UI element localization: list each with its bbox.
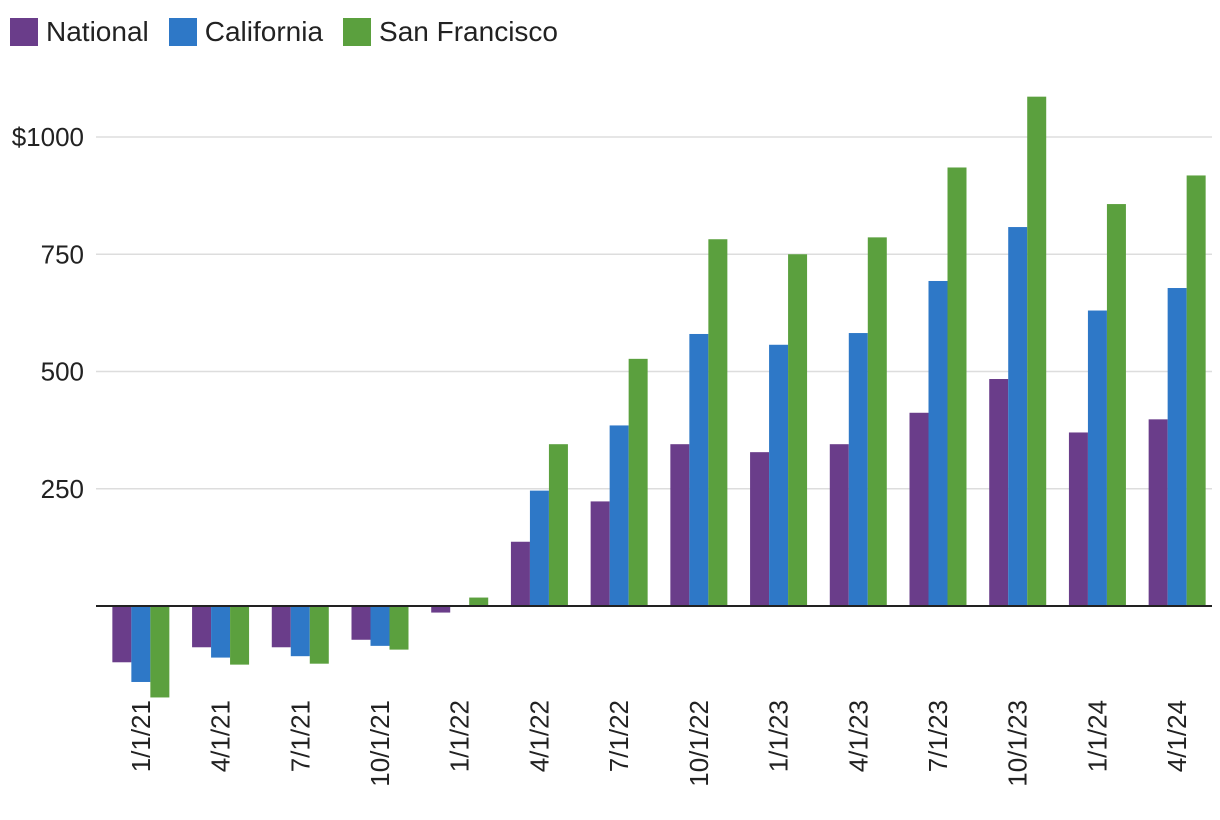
bar-national-4-1-23[interactable] — [829, 444, 849, 606]
bar-national-4-1-22[interactable] — [510, 541, 530, 606]
legend-item-san-francisco[interactable]: San Francisco — [343, 16, 558, 48]
bar-san-francisco-4-1-21[interactable] — [230, 606, 250, 665]
y-tick-label: 500 — [41, 357, 84, 387]
x-tick-label: 1/1/24 — [1082, 700, 1112, 772]
legend-item-california[interactable]: California — [168, 16, 324, 48]
bar-san-francisco-7-1-23[interactable] — [947, 167, 967, 607]
bar-california-10-1-23[interactable] — [1008, 227, 1028, 606]
bar-san-francisco-1-1-21[interactable] — [150, 606, 170, 698]
axes: $1000 750 500 250 1/1/21 4/1/21 7/1/21 10/1/21 1… — [12, 122, 1212, 787]
x-tick-label: 4/1/23 — [843, 700, 873, 772]
y-tick-label: 750 — [41, 239, 84, 269]
bar-san-francisco-7-1-21[interactable] — [309, 606, 329, 664]
x-tick-label: 4/1/22 — [524, 700, 554, 772]
x-tick-label: 7/1/23 — [923, 700, 953, 772]
legend: National California San Francisco — [10, 16, 558, 48]
bar-national-7-1-23[interactable] — [909, 412, 929, 606]
x-tick-label: 1/1/23 — [764, 700, 794, 772]
x-tick-label: 10/1/23 — [1003, 700, 1033, 787]
bar-california-1-1-21[interactable] — [131, 606, 151, 682]
bar-san-francisco-1-1-22[interactable] — [469, 597, 489, 606]
bar-national-10-1-22[interactable] — [670, 444, 690, 606]
bar-california-7-1-23[interactable] — [928, 280, 948, 606]
bar-san-francisco-10-1-21[interactable] — [389, 606, 409, 650]
bar-san-francisco-4-1-22[interactable] — [548, 444, 568, 606]
bar-san-francisco-4-1-24[interactable] — [1186, 175, 1206, 606]
legend-label-national: National — [46, 16, 149, 47]
legend-label-california: California — [204, 16, 324, 47]
bar-national-1-1-24[interactable] — [1068, 432, 1088, 606]
bar-national-1-1-21[interactable] — [112, 606, 132, 663]
bar-san-francisco-1-1-23[interactable] — [788, 254, 808, 606]
x-tick-label: 1/1/22 — [445, 700, 475, 772]
x-tick-label: 7/1/22 — [604, 700, 634, 772]
bar-national-1-1-23[interactable] — [750, 452, 770, 606]
y-tick-label: $1000 — [12, 122, 84, 152]
legend-item-national[interactable]: National — [10, 16, 149, 48]
bar-national-1-1-22[interactable] — [431, 606, 451, 613]
bar-san-francisco-10-1-22[interactable] — [708, 239, 728, 606]
bar-california-10-1-21[interactable] — [370, 606, 390, 646]
bar-california-7-1-22[interactable] — [609, 425, 629, 606]
bars — [112, 96, 1206, 698]
bar-national-4-1-21[interactable] — [192, 606, 212, 648]
legend-label-san-francisco: San Francisco — [379, 16, 558, 47]
bar-san-francisco-1-1-24[interactable] — [1106, 204, 1126, 606]
x-tick-label: 4/1/24 — [1162, 700, 1192, 772]
x-tick-label: 10/1/21 — [365, 700, 395, 787]
x-tick-label: 4/1/21 — [206, 700, 236, 772]
bar-california-4-1-23[interactable] — [848, 333, 868, 606]
bar-california-10-1-22[interactable] — [689, 333, 709, 606]
legend-swatch-california — [168, 18, 197, 46]
bar-san-francisco-4-1-23[interactable] — [867, 237, 887, 606]
bar-national-10-1-23[interactable] — [989, 379, 1009, 606]
y-tick-label: 250 — [41, 474, 84, 504]
x-tick-label: 7/1/21 — [285, 700, 315, 772]
bar-california-4-1-22[interactable] — [529, 490, 549, 606]
bar-california-4-1-24[interactable] — [1167, 288, 1187, 606]
bar-national-7-1-21[interactable] — [271, 606, 291, 648]
bar-california-4-1-21[interactable] — [211, 606, 231, 658]
x-tick-label: 1/1/21 — [126, 700, 156, 772]
x-tick-label: 10/1/22 — [684, 700, 714, 787]
bar-national-7-1-22[interactable] — [590, 501, 610, 606]
legend-swatch-national — [10, 18, 38, 46]
legend-swatch-san-francisco — [343, 18, 372, 46]
bar-california-1-1-23[interactable] — [769, 344, 789, 606]
bar-national-10-1-21[interactable] — [351, 606, 371, 640]
bar-california-1-1-24[interactable] — [1087, 310, 1107, 606]
bar-california-7-1-21[interactable] — [290, 606, 310, 657]
bar-san-francisco-10-1-23[interactable] — [1027, 96, 1047, 606]
bar-national-4-1-24[interactable] — [1148, 419, 1168, 606]
bar-san-francisco-7-1-22[interactable] — [628, 358, 648, 606]
